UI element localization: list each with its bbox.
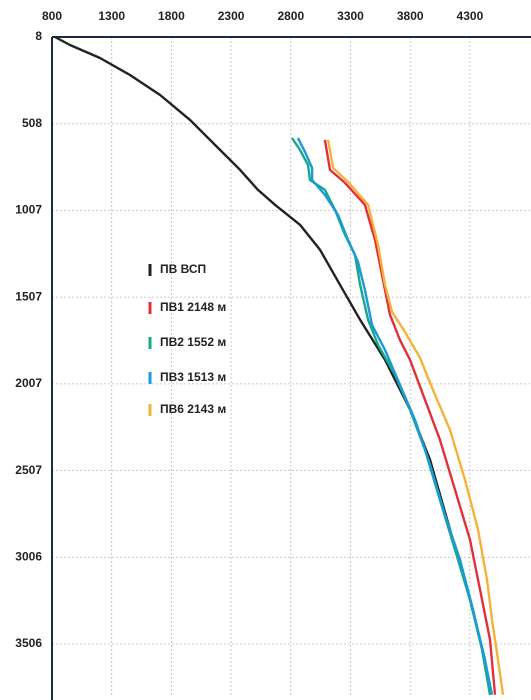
y-tick-label: 3006	[15, 549, 42, 563]
legend-label: ПВ ВСП	[160, 262, 206, 276]
legend-label: ПВ1 2148 м	[160, 300, 226, 314]
legend-label: ПВ3 1513 м	[160, 370, 226, 384]
y-tick-label: 1507	[15, 289, 42, 303]
y-tick-label: 2007	[15, 376, 42, 390]
x-tick-label: 1800	[158, 9, 185, 23]
x-tick-label: 1300	[98, 9, 125, 23]
y-tick-label: 8	[35, 29, 42, 43]
series-line	[291, 137, 492, 695]
series-line	[54, 35, 492, 695]
series-line	[296, 137, 494, 695]
series-line	[326, 139, 505, 695]
x-tick-label: 3300	[337, 9, 364, 23]
x-tick-label: 4300	[457, 9, 484, 23]
y-tick-label: 1007	[15, 203, 42, 217]
y-tick-label: 508	[22, 116, 42, 130]
x-tick-label: 3800	[397, 9, 424, 23]
legend-label: ПВ6 2143 м	[160, 402, 226, 416]
y-tick-label: 3506	[15, 636, 42, 650]
x-tick-label: 2300	[218, 9, 245, 23]
legend-label: ПВ2 1552 м	[160, 335, 226, 349]
x-tick-label: 2800	[277, 9, 304, 23]
y-tick-label: 2507	[15, 463, 42, 477]
x-tick-label: 800	[42, 9, 62, 23]
series-line	[323, 139, 497, 695]
